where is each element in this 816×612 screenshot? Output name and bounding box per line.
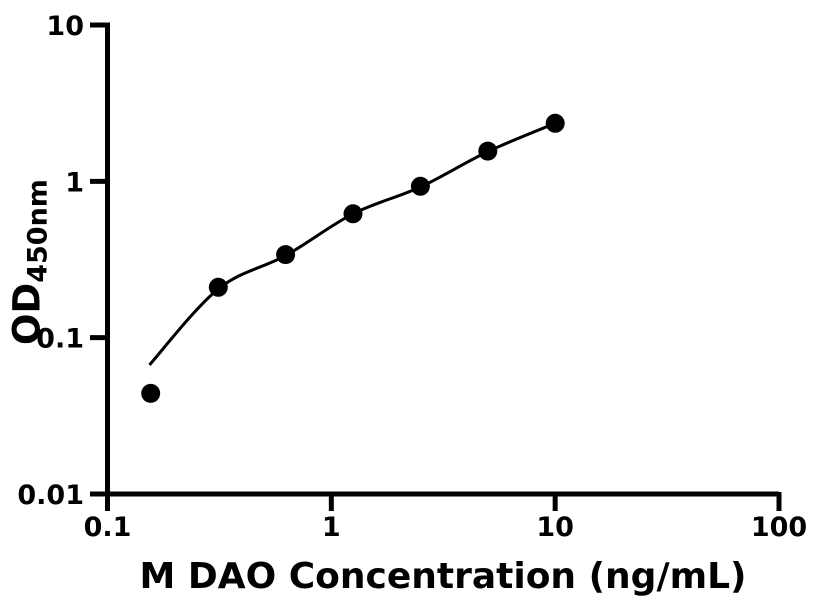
data-point [141, 383, 161, 403]
x-axis-tick-label: 1 [322, 512, 341, 543]
data-point [478, 141, 498, 161]
y-axis-tick-label: 0.01 [17, 480, 84, 511]
data-point [545, 113, 565, 133]
y-axis-tick-label: 1 [65, 167, 84, 198]
data-point [343, 204, 363, 224]
y-axis-tick-label: 0.1 [36, 324, 84, 355]
data-point [410, 176, 430, 196]
x-axis-tick-label: 10 [536, 512, 574, 543]
x-axis-tick-label: 100 [751, 512, 807, 543]
data-point [276, 245, 296, 265]
y-axis-title: OD450nm [5, 179, 54, 345]
y-axis-tick-label: 10 [46, 11, 84, 42]
y-axis-title-subscript: 450nm [22, 179, 54, 283]
x-axis-tick-label: 0.1 [84, 512, 132, 543]
x-axis-title: M DAO Concentration (ng/mL) [139, 556, 747, 597]
data-point [208, 277, 228, 297]
axes-spine [105, 25, 779, 497]
fit-curve-line [148, 121, 556, 366]
y-axis-title-text: OD [5, 282, 49, 345]
